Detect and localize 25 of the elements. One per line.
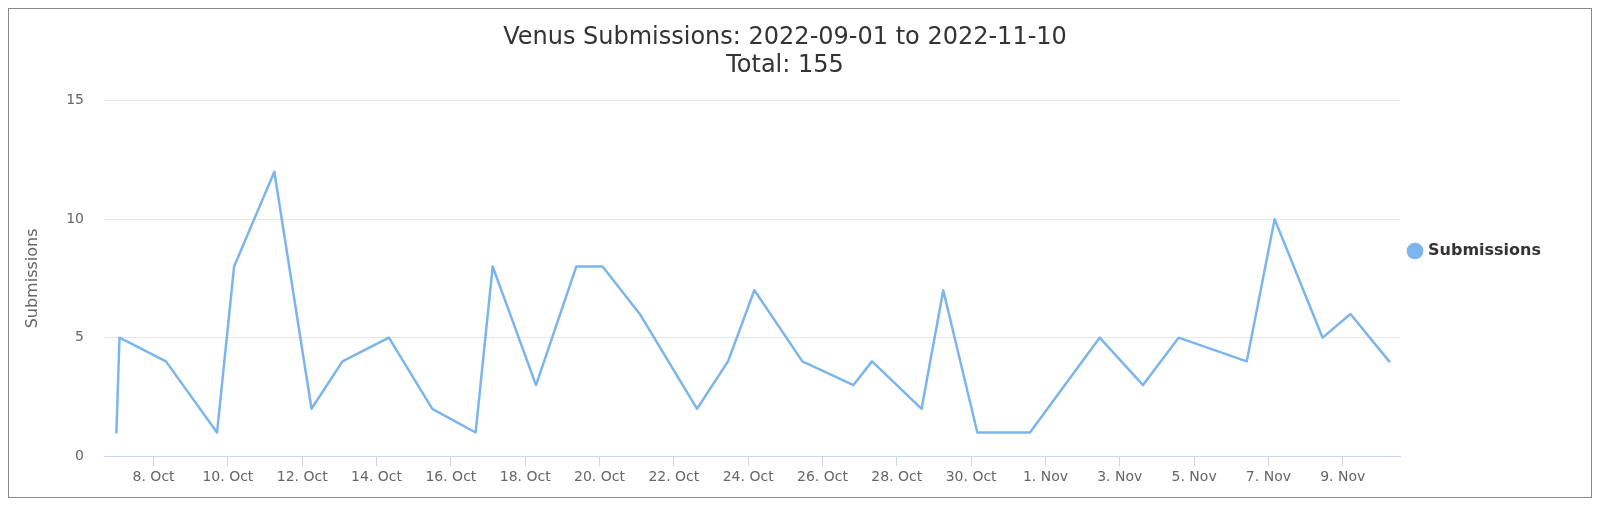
x-tick-label: 1. Nov bbox=[1022, 468, 1069, 485]
y-axis-title: Submissions bbox=[21, 228, 41, 329]
x-tick-label: 5. Nov bbox=[1171, 468, 1217, 485]
x-tick-label: 14. Oct bbox=[351, 468, 403, 485]
y-tick-label: 0 bbox=[75, 446, 85, 463]
x-tick-label: 30. Oct bbox=[945, 468, 998, 485]
legend-label: Submissions bbox=[1428, 240, 1542, 260]
x-tick-label: 28. Oct bbox=[871, 468, 923, 485]
x-tick-label: 8. Oct bbox=[132, 468, 176, 485]
y-tick-label: 10 bbox=[66, 209, 85, 226]
x-tick-label: 10. Oct bbox=[202, 468, 254, 485]
x-tick-label: 9. Nov bbox=[1320, 468, 1366, 485]
x-tick-label: 16. Oct bbox=[425, 468, 477, 485]
x-tick-label: 20. Oct bbox=[574, 468, 626, 485]
x-tick-label: 18. Oct bbox=[499, 468, 552, 485]
chart-title: Venus Submissions: 2022-09-01 to 2022-11-10 bbox=[503, 21, 1067, 50]
x-tick-label: 12. Oct bbox=[276, 468, 329, 485]
chart-subtitle: Total: 155 bbox=[725, 50, 844, 79]
x-tick-label: 3. Nov bbox=[1097, 468, 1143, 485]
y-tick-label: 15 bbox=[66, 91, 85, 108]
y-tick-label: 5 bbox=[75, 328, 85, 345]
x-tick-label: 22. Oct bbox=[648, 468, 700, 485]
x-tick-label: 24. Oct bbox=[722, 468, 775, 485]
x-tick-label: 26. Oct bbox=[797, 468, 849, 485]
x-tick-label: 7. Nov bbox=[1245, 468, 1291, 485]
